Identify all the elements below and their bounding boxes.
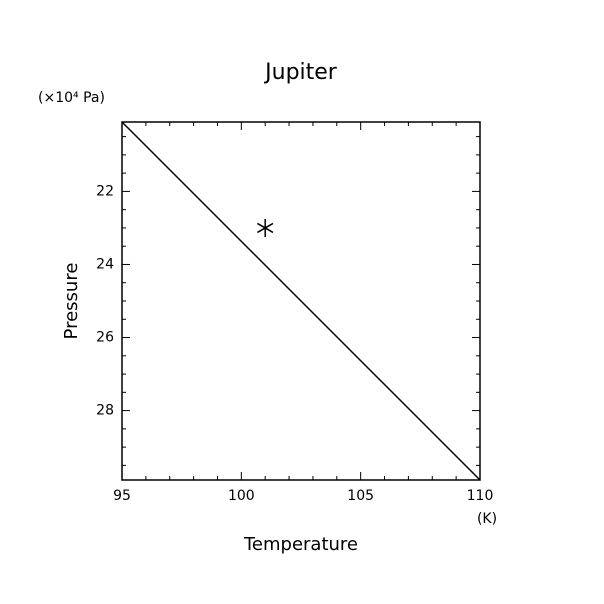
x-unit: (K) (477, 511, 497, 527)
x-tick-label: 105 (347, 488, 374, 504)
data-line (121, 121, 481, 481)
x-tick-label: 95 (113, 488, 131, 504)
y-tick-label: 28 (96, 403, 114, 419)
y-tick-label: 26 (96, 330, 114, 346)
data-point (257, 218, 274, 237)
y-tick-label: 22 (96, 183, 114, 199)
y-tick-label: 24 (96, 256, 114, 272)
x-tick-label: 100 (228, 488, 255, 504)
y-axis-label: Pressure (61, 263, 82, 340)
x-tick-label: 110 (467, 488, 494, 504)
chart-title: Jupiter (263, 60, 338, 85)
y-unit: (×10⁴ Pa) (38, 90, 105, 106)
x-axis-label: Temperature (243, 534, 358, 555)
